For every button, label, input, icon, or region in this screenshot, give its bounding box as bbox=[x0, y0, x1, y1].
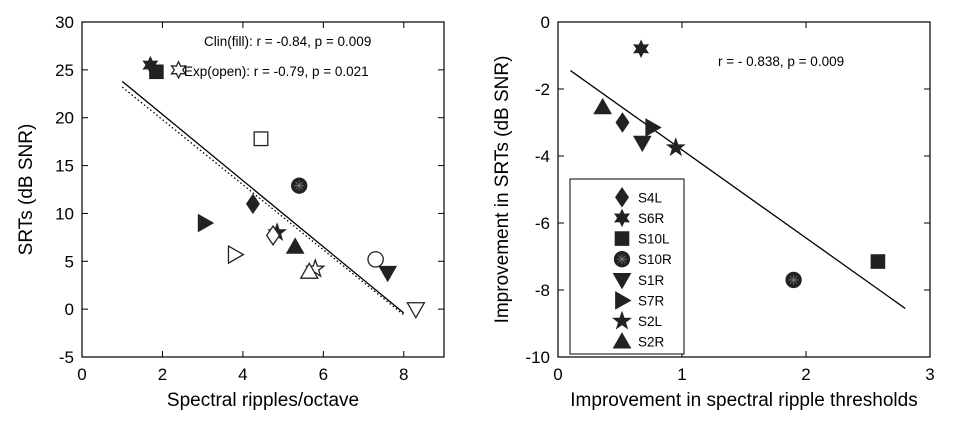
left-y-tick-label: 30 bbox=[55, 13, 74, 32]
left-fit-line-open bbox=[121, 86, 405, 316]
left-point-open-circle bbox=[367, 251, 384, 268]
right-point-S2R bbox=[593, 97, 613, 115]
left-point-fill-triangle-up bbox=[285, 237, 305, 254]
right-y-tick-label: -10 bbox=[525, 348, 550, 367]
left-x-tick-label: 4 bbox=[238, 365, 247, 384]
right-point-S10L bbox=[870, 254, 886, 269]
right-point-S6R bbox=[633, 39, 650, 59]
right-legend: S4L S6R S10L S10R S1R S7R S2L S2R bbox=[569, 178, 685, 355]
legend-label-S1R: S1R bbox=[638, 273, 665, 288]
legend-marker-S7R bbox=[615, 291, 632, 310]
left-plot-frame bbox=[81, 21, 445, 358]
legend-marker-S10R-hatch bbox=[616, 254, 628, 265]
left-point-open-triangle-right bbox=[227, 244, 245, 265]
left-x-tick-label: 0 bbox=[77, 365, 86, 384]
legend-marker-S2L bbox=[612, 310, 632, 330]
left-y-tick-label: 10 bbox=[55, 204, 74, 223]
left-point-open-square bbox=[253, 131, 269, 147]
left-point-open-diamond bbox=[265, 224, 281, 246]
legend-label-S10L: S10L bbox=[638, 232, 670, 247]
left-annotation-exp: Exp(open): r = -0.79, p = 0.021 bbox=[184, 64, 369, 79]
left-point-fill-circle-hatch bbox=[294, 180, 305, 191]
legend-label-S2R: S2R bbox=[638, 335, 665, 350]
legend-label-S10R: S10R bbox=[638, 252, 672, 267]
left-x-axis-title: Spectral ripples/octave bbox=[167, 390, 359, 411]
right-point-S2L bbox=[665, 137, 686, 157]
left-y-tick-label: 5 bbox=[65, 252, 74, 271]
left-point-open-star6 bbox=[170, 60, 187, 80]
right-plot-frame bbox=[557, 21, 931, 358]
right-y-tick-label: -6 bbox=[535, 214, 550, 233]
right-point-S10R-hatch bbox=[788, 274, 799, 286]
left-point-open-triangle-down bbox=[406, 302, 426, 319]
left-x-tick-label: 2 bbox=[158, 365, 167, 384]
right-point-S4L bbox=[615, 112, 630, 133]
legend-label-S2L: S2L bbox=[638, 314, 663, 329]
left-y-tick-label: -5 bbox=[59, 348, 74, 367]
left-x-tick-label: 6 bbox=[319, 365, 328, 384]
left-point-fill-diamond bbox=[245, 193, 260, 215]
left-y-tick-label: 20 bbox=[55, 109, 74, 128]
legend-label-S4L: S4L bbox=[638, 190, 663, 205]
left-y-tick-label: 0 bbox=[65, 300, 74, 319]
right-x-tick-label: 0 bbox=[553, 365, 562, 384]
left-y-tick-label: 25 bbox=[55, 61, 74, 80]
right-point-S7R bbox=[645, 118, 662, 137]
right-x-tick-label: 3 bbox=[925, 365, 934, 384]
legend-marker-S6R bbox=[614, 208, 630, 228]
legend-label-S6R: S6R bbox=[638, 211, 665, 226]
right-annotation-r: r = - 0.838, p = 0.009 bbox=[718, 54, 844, 69]
left-y-tick-label: 15 bbox=[55, 157, 74, 176]
left-y-axis-title: SRTs (dB SNR) bbox=[16, 124, 37, 256]
right-y-axis-title: Improvement in SRTs (dB SNR) bbox=[492, 56, 513, 324]
legend-marker-S10L bbox=[614, 231, 630, 246]
right-y-tick-label: -8 bbox=[535, 281, 550, 300]
legend-marker-S2R bbox=[612, 332, 632, 349]
left-fit-line-fill bbox=[121, 80, 405, 314]
left-annotation-clin: Clin(fill): r = -0.84, p = 0.009 bbox=[204, 34, 371, 49]
right-y-tick-label: -2 bbox=[535, 80, 550, 99]
left-point-fill-square bbox=[149, 64, 164, 80]
left-point-fill-triangle-right bbox=[197, 213, 215, 233]
chart-right-improvement: 0 1 2 3 -10 -8 -6 -4 -2 0 Improvement in spectral … bbox=[492, 13, 935, 411]
legend-marker-S1R bbox=[612, 272, 632, 290]
legend-marker-S4L bbox=[615, 187, 629, 208]
right-y-tick-label: 0 bbox=[541, 13, 550, 32]
right-x-tick-label: 1 bbox=[677, 365, 686, 384]
left-x-tick-label: 8 bbox=[399, 365, 408, 384]
left-point-open-triangle-up bbox=[299, 261, 319, 279]
left-point-fill-triangle-down bbox=[378, 265, 398, 283]
right-fit-line bbox=[570, 70, 906, 309]
right-legend-box bbox=[569, 178, 685, 355]
right-x-axis-title: Improvement in spectral ripple threshold… bbox=[570, 390, 917, 411]
right-x-tick-label: 2 bbox=[801, 365, 810, 384]
right-y-tick-label: -4 bbox=[535, 147, 550, 166]
legend-label-S7R: S7R bbox=[638, 293, 665, 308]
right-point-S1R bbox=[632, 135, 652, 153]
